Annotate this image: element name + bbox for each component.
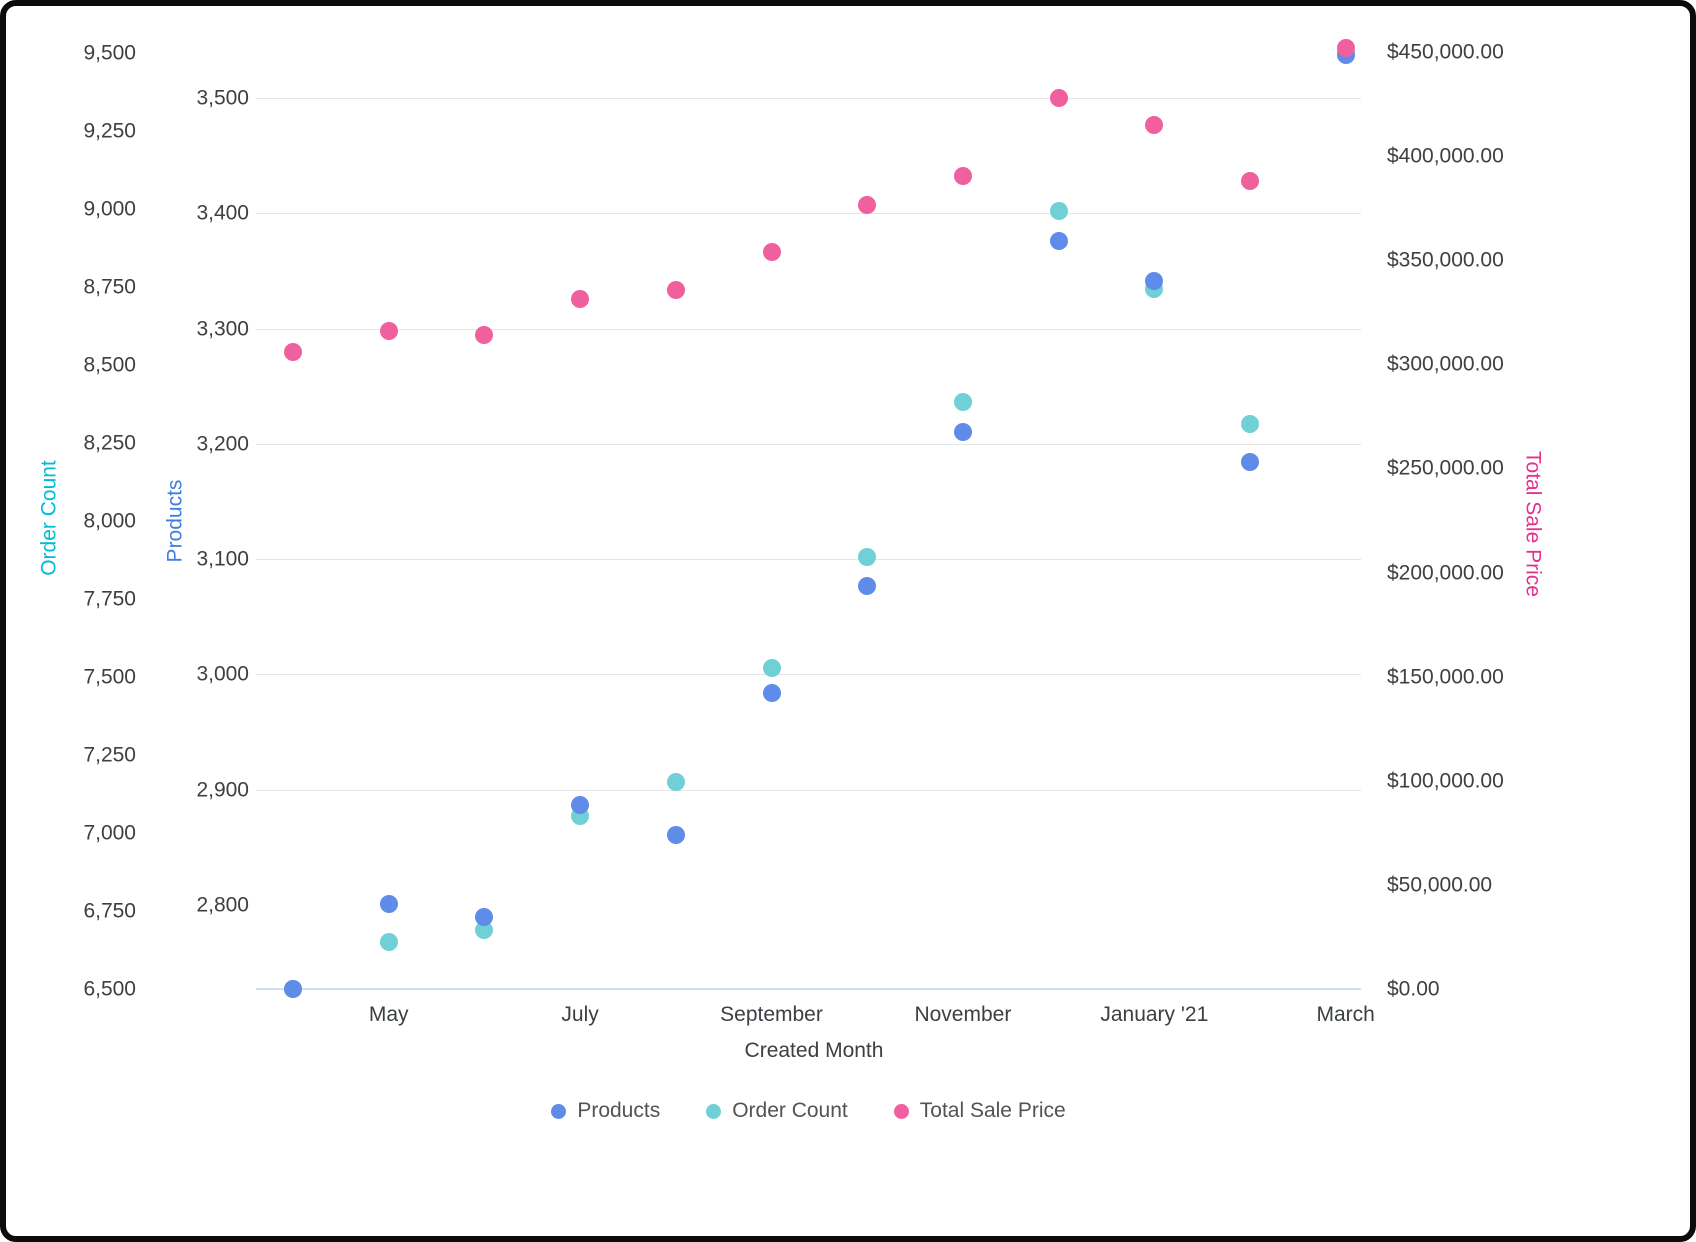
order-count-tick-label: 9,500 <box>83 41 136 65</box>
data-point-products[interactable] <box>666 825 685 844</box>
legend-label: Products <box>577 1099 661 1122</box>
x-tick-label: May <box>368 1003 409 1026</box>
legend-item-total-sale-price[interactable]: Total Sale Price <box>893 1099 1066 1123</box>
gridline <box>256 674 1361 676</box>
data-point-products[interactable] <box>953 423 972 442</box>
order-count-tick-label: 8,250 <box>83 431 136 455</box>
order-count-tick-label: 7,250 <box>83 743 136 767</box>
data-point-products[interactable] <box>571 795 590 814</box>
x-tick-label: March <box>1316 1003 1375 1026</box>
order-count-tick-label: 8,500 <box>83 353 136 377</box>
data-point-total-sale-price[interactable] <box>1241 172 1259 191</box>
data-point-order-count[interactable] <box>858 547 877 566</box>
data-point-total-sale-price[interactable] <box>858 196 877 215</box>
data-point-products[interactable] <box>379 894 398 913</box>
products-tick-label: 3,000 <box>196 662 249 686</box>
data-point-order-count[interactable] <box>1241 415 1259 434</box>
legend-dot-icon <box>893 1103 909 1119</box>
order-count-tick-label: 8,750 <box>83 275 136 299</box>
data-point-total-sale-price[interactable] <box>762 242 781 261</box>
legend-item-products[interactable]: Products <box>551 1099 660 1123</box>
data-point-total-sale-price[interactable] <box>1049 88 1068 107</box>
data-point-order-count[interactable] <box>666 772 685 791</box>
total-sale-price-tick-label: $300,000.00 <box>1387 352 1504 376</box>
order-count-tick-label: 7,500 <box>83 665 136 689</box>
legend-label: Order Count <box>732 1099 848 1122</box>
data-point-order-count[interactable] <box>379 933 398 952</box>
gridline <box>256 328 1361 330</box>
order-count-tick-label: 8,000 <box>83 509 136 533</box>
total-sale-price-tick-label: $350,000.00 <box>1387 248 1504 272</box>
x-axis-title: Created Month <box>744 1039 884 1062</box>
x-axis-line <box>256 988 1361 990</box>
gridline <box>256 559 1361 561</box>
data-point-products[interactable] <box>475 907 494 926</box>
gridline <box>256 443 1361 445</box>
data-point-products[interactable] <box>1145 272 1164 291</box>
data-point-total-sale-price[interactable] <box>953 166 972 185</box>
total-sale-price-tick-label: $50,000.00 <box>1387 873 1493 897</box>
legend-dot-icon <box>706 1103 722 1119</box>
data-point-total-sale-price[interactable] <box>666 281 685 300</box>
order-count-tick-label: 9,250 <box>83 119 136 143</box>
products-tick-label: 3,500 <box>196 86 249 110</box>
gridline <box>256 213 1361 215</box>
data-point-products[interactable] <box>762 683 781 702</box>
order-count-tick-label: 7,750 <box>83 587 136 611</box>
products-tick-label: 3,300 <box>196 317 249 341</box>
data-point-products[interactable] <box>284 980 302 999</box>
data-point-products[interactable] <box>1241 453 1259 472</box>
data-point-order-count[interactable] <box>953 393 972 412</box>
total-sale-price-tick-label: $450,000.00 <box>1387 40 1504 64</box>
total-sale-price-tick-label: $0.00 <box>1387 977 1440 1001</box>
x-tick-label: January '21 <box>1100 1003 1209 1026</box>
legend: Products Order Count Total Sale Price <box>256 1099 1361 1123</box>
total-sale-price-tick-label: $200,000.00 <box>1387 561 1504 585</box>
gridline <box>256 789 1361 791</box>
products-tick-label: 3,200 <box>196 432 249 456</box>
order-count-tick-label: 6,750 <box>83 899 136 923</box>
total-sale-price-tick-label: $400,000.00 <box>1387 144 1504 168</box>
data-point-total-sale-price[interactable] <box>571 289 590 308</box>
products-tick-label: 3,100 <box>196 547 249 571</box>
x-tick-label: November <box>914 1003 1012 1026</box>
products-tick-label: 2,900 <box>196 778 249 802</box>
data-point-order-count[interactable] <box>475 920 494 939</box>
data-point-order-count[interactable] <box>1049 201 1068 220</box>
x-tick-label: July <box>561 1003 599 1026</box>
total-sale-price-tick-label: $100,000.00 <box>1387 769 1504 793</box>
order-count-tick-label: 7,000 <box>83 821 136 845</box>
data-point-total-sale-price[interactable] <box>475 326 494 345</box>
total-sale-price-tick-label: $250,000.00 <box>1387 456 1504 480</box>
data-point-products[interactable] <box>1049 231 1068 250</box>
total-sale-price-tick-label: $150,000.00 <box>1387 665 1504 689</box>
order-count-tick-label: 9,000 <box>83 197 136 221</box>
legend-dot-icon <box>551 1103 567 1119</box>
products-tick-label: 3,400 <box>196 201 249 225</box>
data-point-total-sale-price[interactable] <box>1145 115 1164 134</box>
data-point-order-count[interactable] <box>762 658 781 677</box>
legend-item-order-count[interactable]: Order Count <box>706 1099 848 1123</box>
data-point-products[interactable] <box>858 576 877 595</box>
x-tick-label: September <box>720 1003 823 1026</box>
products-tick-label: 2,800 <box>196 893 249 917</box>
data-point-total-sale-price[interactable] <box>1336 38 1355 57</box>
data-point-total-sale-price[interactable] <box>284 342 302 361</box>
order-count-tick-label: 6,500 <box>83 977 136 1001</box>
gridline <box>256 98 1361 99</box>
data-point-total-sale-price[interactable] <box>379 322 398 341</box>
legend-label: Total Sale Price <box>919 1099 1066 1122</box>
